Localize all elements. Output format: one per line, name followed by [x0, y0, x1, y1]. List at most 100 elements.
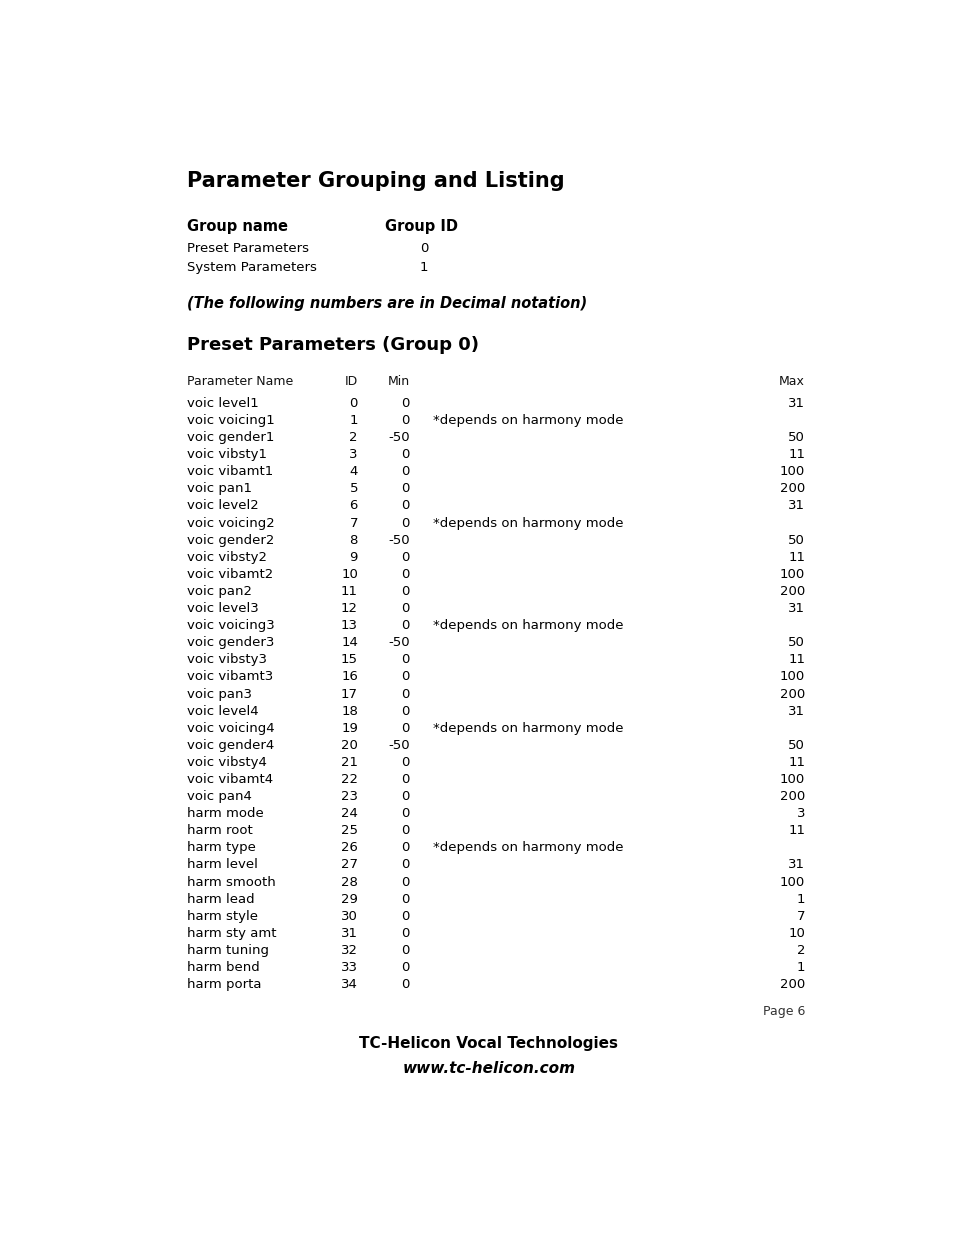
- Text: Min: Min: [387, 374, 410, 388]
- Text: voic gender3: voic gender3: [187, 636, 274, 650]
- Text: 0: 0: [401, 841, 410, 855]
- Text: *depends on harmony mode: *depends on harmony mode: [433, 841, 623, 855]
- Text: 0: 0: [401, 568, 410, 580]
- Text: Preset Parameters (Group 0): Preset Parameters (Group 0): [187, 336, 479, 354]
- Text: Parameter Grouping and Listing: Parameter Grouping and Listing: [187, 172, 564, 191]
- Text: 11: 11: [787, 824, 804, 837]
- Text: 26: 26: [341, 841, 357, 855]
- Text: 9: 9: [349, 551, 357, 563]
- Text: 5: 5: [349, 483, 357, 495]
- Text: 31: 31: [787, 858, 804, 872]
- Text: 200: 200: [779, 978, 804, 992]
- Text: Page 6: Page 6: [762, 1005, 804, 1018]
- Text: harm sty amt: harm sty amt: [187, 926, 276, 940]
- Text: 0: 0: [401, 773, 410, 785]
- Text: 10: 10: [341, 568, 357, 580]
- Text: voic voicing3: voic voicing3: [187, 619, 274, 632]
- Text: 11: 11: [787, 756, 804, 769]
- Text: *depends on harmony mode: *depends on harmony mode: [433, 721, 623, 735]
- Text: 19: 19: [341, 721, 357, 735]
- Text: 0: 0: [401, 653, 410, 667]
- Text: 1: 1: [796, 961, 804, 974]
- Text: 31: 31: [787, 601, 804, 615]
- Text: voic voicing4: voic voicing4: [187, 721, 274, 735]
- Text: -50: -50: [388, 534, 410, 547]
- Text: Preset Parameters: Preset Parameters: [187, 242, 309, 256]
- Text: 12: 12: [340, 601, 357, 615]
- Text: voic level1: voic level1: [187, 396, 259, 410]
- Text: *depends on harmony mode: *depends on harmony mode: [433, 619, 623, 632]
- Text: 24: 24: [341, 808, 357, 820]
- Text: 29: 29: [341, 893, 357, 905]
- Text: 17: 17: [340, 688, 357, 700]
- Text: 0: 0: [419, 242, 428, 256]
- Text: 0: 0: [401, 756, 410, 769]
- Text: 0: 0: [401, 483, 410, 495]
- Text: 11: 11: [787, 551, 804, 563]
- Text: *depends on harmony mode: *depends on harmony mode: [433, 414, 623, 427]
- Text: 1: 1: [349, 414, 357, 427]
- Text: voic vibamt1: voic vibamt1: [187, 466, 274, 478]
- Text: 7: 7: [349, 516, 357, 530]
- Text: 25: 25: [340, 824, 357, 837]
- Text: 50: 50: [787, 636, 804, 650]
- Text: 0: 0: [401, 585, 410, 598]
- Text: 23: 23: [340, 790, 357, 803]
- Text: voic gender2: voic gender2: [187, 534, 274, 547]
- Text: voic level4: voic level4: [187, 705, 259, 718]
- Text: 0: 0: [401, 551, 410, 563]
- Text: voic vibamt2: voic vibamt2: [187, 568, 274, 580]
- Text: voic pan1: voic pan1: [187, 483, 253, 495]
- Text: voic gender4: voic gender4: [187, 739, 274, 752]
- Text: voic vibsty2: voic vibsty2: [187, 551, 267, 563]
- Text: 10: 10: [787, 926, 804, 940]
- Text: voic vibsty1: voic vibsty1: [187, 448, 267, 461]
- Text: 50: 50: [787, 534, 804, 547]
- Text: ID: ID: [344, 374, 357, 388]
- Text: voic voicing2: voic voicing2: [187, 516, 274, 530]
- Text: 0: 0: [401, 978, 410, 992]
- Text: 0: 0: [401, 466, 410, 478]
- Text: 3: 3: [796, 808, 804, 820]
- Text: 8: 8: [349, 534, 357, 547]
- Text: 28: 28: [341, 876, 357, 888]
- Text: voic vibamt3: voic vibamt3: [187, 671, 274, 683]
- Text: 6: 6: [349, 499, 357, 513]
- Text: harm porta: harm porta: [187, 978, 262, 992]
- Text: 32: 32: [340, 944, 357, 957]
- Text: 0: 0: [401, 705, 410, 718]
- Text: 14: 14: [341, 636, 357, 650]
- Text: 200: 200: [779, 688, 804, 700]
- Text: harm level: harm level: [187, 858, 258, 872]
- Text: 200: 200: [779, 790, 804, 803]
- Text: 0: 0: [401, 926, 410, 940]
- Text: 16: 16: [341, 671, 357, 683]
- Text: 0: 0: [401, 688, 410, 700]
- Text: 1: 1: [419, 261, 428, 274]
- Text: TC-Helicon Vocal Technologies: TC-Helicon Vocal Technologies: [359, 1036, 618, 1051]
- Text: 0: 0: [401, 824, 410, 837]
- Text: 11: 11: [340, 585, 357, 598]
- Text: voic vibsty4: voic vibsty4: [187, 756, 267, 769]
- Text: voic pan4: voic pan4: [187, 790, 252, 803]
- Text: (The following numbers are in Decimal notation): (The following numbers are in Decimal no…: [187, 296, 587, 311]
- Text: harm lead: harm lead: [187, 893, 254, 905]
- Text: 0: 0: [401, 721, 410, 735]
- Text: System Parameters: System Parameters: [187, 261, 317, 274]
- Text: 0: 0: [401, 414, 410, 427]
- Text: Group ID: Group ID: [385, 219, 457, 235]
- Text: 20: 20: [341, 739, 357, 752]
- Text: harm smooth: harm smooth: [187, 876, 276, 888]
- Text: www.tc-helicon.com: www.tc-helicon.com: [402, 1061, 575, 1076]
- Text: 0: 0: [401, 808, 410, 820]
- Text: harm tuning: harm tuning: [187, 944, 269, 957]
- Text: 34: 34: [341, 978, 357, 992]
- Text: -50: -50: [388, 636, 410, 650]
- Text: 2: 2: [349, 431, 357, 445]
- Text: 100: 100: [779, 876, 804, 888]
- Text: voic gender1: voic gender1: [187, 431, 274, 445]
- Text: 1: 1: [796, 893, 804, 905]
- Text: 100: 100: [779, 671, 804, 683]
- Text: 0: 0: [401, 893, 410, 905]
- Text: voic level3: voic level3: [187, 601, 259, 615]
